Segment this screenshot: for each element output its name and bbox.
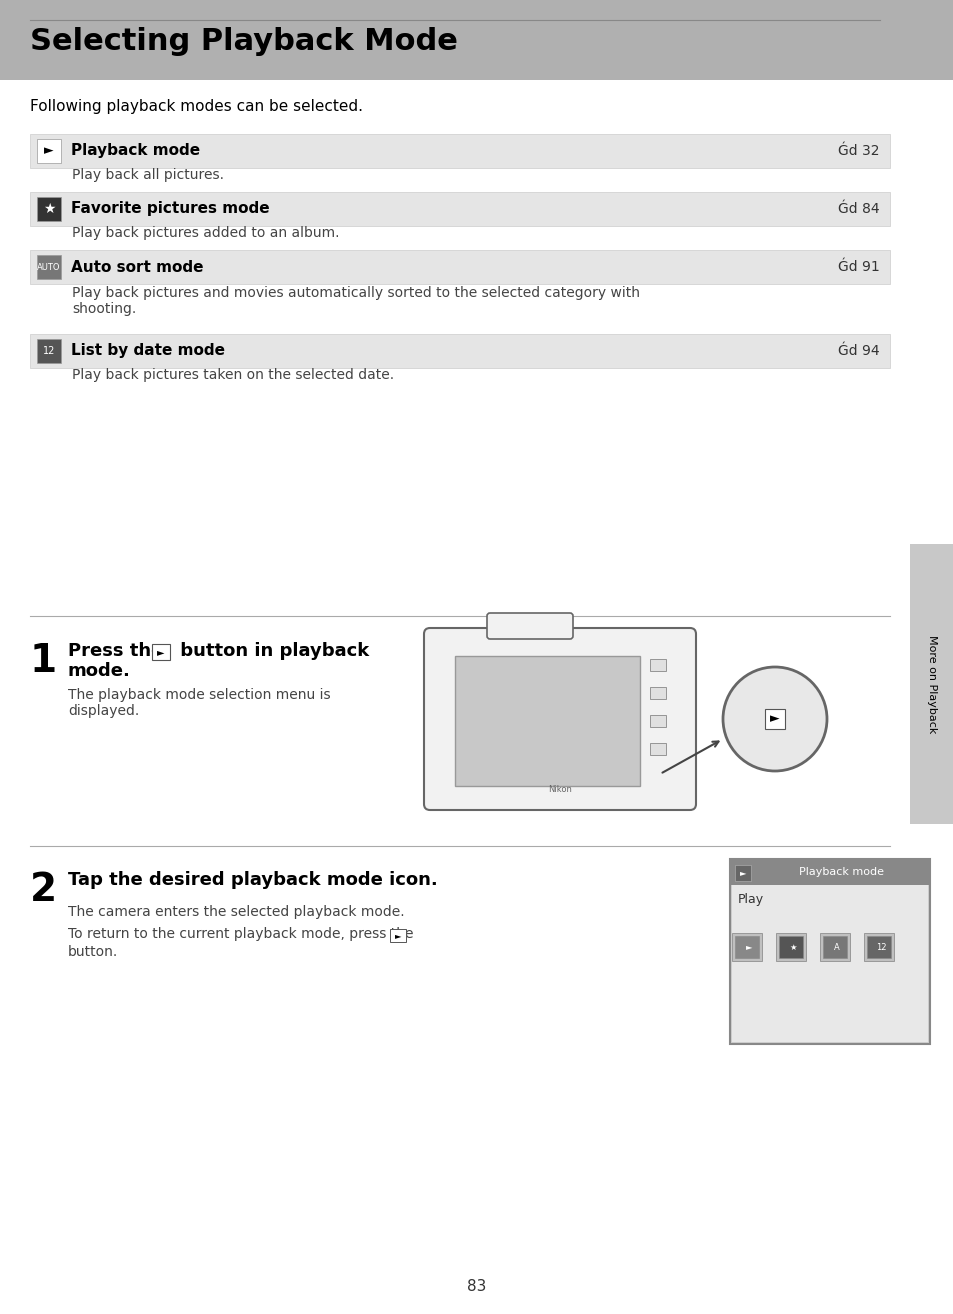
Bar [909,544,953,824]
Bar [729,859,929,1045]
Text: mode.: mode. [68,662,131,681]
Text: ►: ► [395,932,401,940]
Text: The playback mode selection menu is: The playback mode selection menu is [68,689,331,702]
Text: 12: 12 [43,346,55,356]
Text: Following playback modes can be selected.: Following playback modes can be selected… [30,99,363,114]
Text: 2: 2 [30,871,57,909]
FancyBboxPatch shape [423,628,696,809]
Text: Ǵd 91: Ǵd 91 [838,260,879,275]
Text: AUTO: AUTO [37,263,61,272]
Text: Play back all pictures.: Play back all pictures. [71,168,224,183]
Bar [775,933,805,961]
FancyBboxPatch shape [486,614,573,639]
Text: Ǵd 32: Ǵd 32 [838,145,879,158]
Text: displayed.: displayed. [68,704,139,717]
Bar [729,859,929,886]
Text: Play back pictures added to an album.: Play back pictures added to an album. [71,226,339,240]
Bar [37,255,61,279]
Text: Auto sort mode: Auto sort mode [71,259,203,275]
Text: A: A [833,942,839,951]
Bar [0,0,953,80]
Bar [390,929,406,942]
Bar [30,192,889,226]
Text: button in playback: button in playback [173,643,369,660]
Bar [649,715,665,727]
Text: Play back pictures and movies automatically sorted to the selected category with: Play back pictures and movies automatica… [71,286,639,317]
Text: Playback mode: Playback mode [799,867,883,876]
Text: Nikon: Nikon [547,784,572,794]
Bar [764,710,784,729]
Bar [152,644,170,660]
Text: Play back pictures taken on the selected date.: Play back pictures taken on the selected… [71,368,394,382]
Text: ★: ★ [43,202,55,215]
Bar [37,339,61,363]
Text: ►: ► [739,869,745,878]
Text: button.: button. [68,945,118,959]
Circle shape [722,668,826,771]
Text: Tap the desired playback mode icon.: Tap the desired playback mode icon. [68,871,437,890]
Text: The camera enters the selected playback mode.: The camera enters the selected playback … [68,905,404,918]
Bar [822,936,846,958]
Text: More on Playback: More on Playback [926,635,936,733]
Bar [649,660,665,671]
Text: ★: ★ [788,942,796,951]
Bar [779,936,802,958]
Text: ►: ► [157,646,165,657]
Bar [649,687,665,699]
Bar [455,656,639,786]
Bar [731,933,761,961]
Bar [30,250,889,284]
Text: List by date mode: List by date mode [71,343,225,359]
Bar [731,886,927,1042]
Bar [37,139,61,163]
Bar [649,742,665,756]
Bar [734,865,750,880]
Text: 83: 83 [467,1279,486,1294]
Text: Favorite pictures mode: Favorite pictures mode [71,201,270,217]
Bar [820,933,849,961]
Text: To return to the current playback mode, press the: To return to the current playback mode, … [68,926,413,941]
Text: 12: 12 [875,942,885,951]
Bar [30,134,889,168]
Bar [30,334,889,368]
Text: Press the: Press the [68,643,170,660]
Text: ►: ► [745,942,752,951]
Text: ►: ► [769,712,779,725]
Text: Selecting Playback Mode: Selecting Playback Mode [30,28,457,57]
Text: Playback mode: Playback mode [71,143,200,159]
Text: ►: ► [44,145,53,158]
Text: 1: 1 [30,643,57,681]
Bar [37,197,61,221]
Text: Ǵd 84: Ǵd 84 [838,202,879,215]
Text: Ǵd 94: Ǵd 94 [838,344,879,357]
Bar [866,936,890,958]
Text: Play: Play [738,894,763,905]
Bar [734,936,759,958]
Bar [863,933,893,961]
